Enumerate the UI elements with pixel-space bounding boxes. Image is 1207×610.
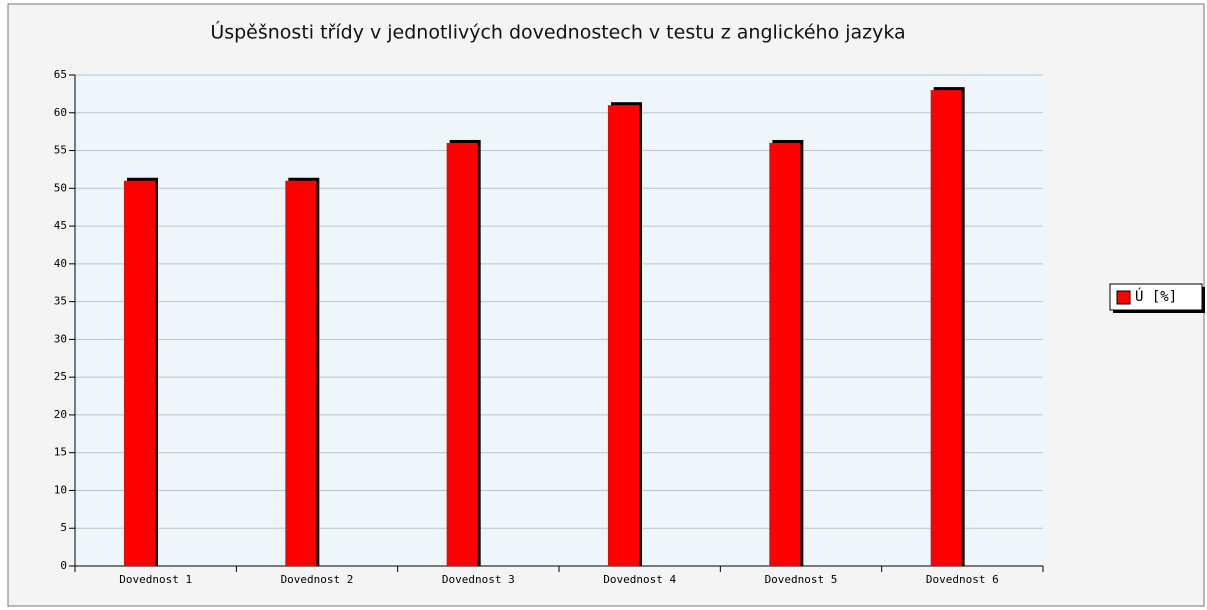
bar	[446, 142, 478, 566]
x-tick-label: Dovednost 4	[603, 573, 676, 586]
y-tick-label: 15	[54, 446, 67, 459]
x-tick-label: Dovednost 6	[926, 573, 999, 586]
y-tick-label: 40	[54, 257, 67, 270]
x-tick-label: Dovednost 2	[281, 573, 354, 586]
x-tick-label: Dovednost 1	[119, 573, 192, 586]
y-tick-label: 35	[54, 295, 67, 308]
x-tick-label: Dovednost 5	[765, 573, 838, 586]
y-tick-label: 60	[54, 106, 67, 119]
bar	[124, 180, 155, 566]
y-tick-label: 0	[60, 559, 67, 572]
bar	[608, 105, 639, 566]
y-tick-label: 30	[54, 332, 67, 345]
y-tick-label: 5	[60, 521, 67, 534]
y-tick-label: 55	[54, 144, 67, 157]
y-tick-label: 65	[54, 68, 67, 81]
x-tick-label: Dovednost 3	[442, 573, 515, 586]
y-tick-label: 45	[54, 219, 67, 232]
bar	[769, 142, 801, 566]
y-tick-label: 10	[54, 483, 67, 496]
bar	[930, 90, 962, 566]
plot-area	[75, 75, 1043, 566]
legend: Ú [%]	[1109, 283, 1205, 313]
chart-title: Úspěšnosti třídy v jednotlivých dovednos…	[210, 20, 905, 44]
y-tick-label: 20	[54, 408, 67, 421]
y-tick-label: 50	[54, 181, 67, 194]
y-tick-label: 25	[54, 370, 67, 383]
legend-swatch	[1116, 290, 1131, 305]
bar	[285, 180, 317, 566]
legend-label: Ú [%]	[1135, 287, 1177, 305]
